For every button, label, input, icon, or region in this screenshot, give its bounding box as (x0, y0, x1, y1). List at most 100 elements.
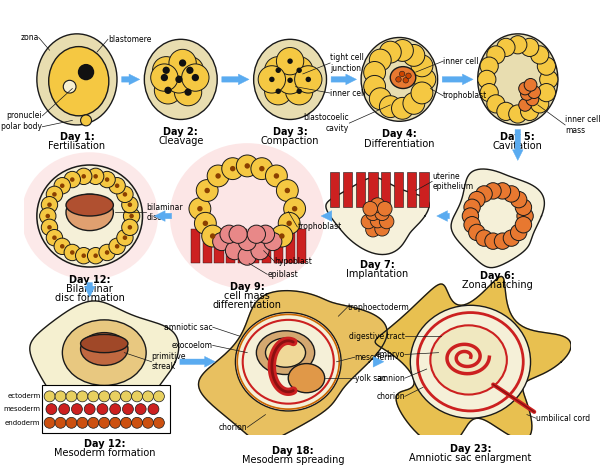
Circle shape (97, 404, 108, 415)
Circle shape (494, 183, 511, 199)
Circle shape (94, 174, 98, 179)
Text: inner cell: inner cell (330, 89, 365, 98)
Circle shape (40, 208, 56, 224)
Circle shape (70, 250, 74, 255)
Text: Day 9:: Day 9: (230, 281, 265, 292)
Text: mesoderm: mesoderm (4, 406, 40, 412)
Circle shape (47, 225, 52, 230)
Text: Mesoderm formation: Mesoderm formation (53, 448, 155, 458)
Circle shape (277, 47, 304, 75)
Text: trophoectoderm: trophoectoderm (347, 303, 409, 311)
Circle shape (122, 197, 138, 213)
Text: amniotic sac: amniotic sac (164, 323, 212, 332)
Circle shape (175, 76, 182, 83)
Circle shape (392, 39, 413, 61)
Bar (43, 386, 170, 433)
Ellipse shape (49, 46, 109, 116)
Circle shape (530, 95, 549, 113)
Circle shape (128, 225, 132, 230)
Circle shape (124, 208, 140, 224)
Text: trophoblast: trophoblast (443, 91, 487, 100)
Bar (226, 229, 235, 264)
Circle shape (497, 38, 515, 57)
Text: exocoelom: exocoelom (172, 341, 212, 350)
Circle shape (60, 244, 65, 249)
Circle shape (364, 76, 386, 97)
Circle shape (392, 98, 413, 119)
Circle shape (191, 74, 199, 81)
Circle shape (105, 177, 109, 182)
Circle shape (284, 198, 305, 219)
Ellipse shape (37, 165, 143, 267)
Ellipse shape (430, 325, 507, 394)
Polygon shape (326, 177, 429, 255)
Circle shape (220, 225, 238, 243)
Text: blastomere: blastomere (108, 35, 151, 44)
Circle shape (44, 391, 55, 402)
Circle shape (94, 253, 98, 258)
Circle shape (143, 391, 154, 402)
Text: ectoderm: ectoderm (7, 393, 40, 400)
Text: umbilical cord: umbilical cord (536, 414, 590, 423)
Circle shape (263, 233, 282, 250)
Circle shape (121, 417, 131, 428)
Text: Bilaminar: Bilaminar (67, 284, 113, 295)
Bar (191, 229, 200, 264)
Circle shape (521, 38, 539, 57)
Text: amnion: amnion (376, 374, 405, 383)
Bar (330, 172, 339, 207)
Circle shape (143, 417, 154, 428)
Circle shape (82, 174, 86, 179)
Circle shape (117, 229, 133, 246)
Circle shape (63, 80, 76, 93)
Circle shape (497, 102, 515, 121)
Circle shape (154, 417, 164, 428)
Circle shape (165, 66, 193, 93)
Text: primitive
streak: primitive streak (152, 352, 186, 371)
Circle shape (99, 171, 115, 188)
Circle shape (487, 46, 505, 64)
Circle shape (210, 233, 215, 239)
Circle shape (41, 219, 58, 235)
Circle shape (203, 220, 208, 226)
Ellipse shape (145, 39, 217, 120)
Text: Day 2:: Day 2: (163, 127, 198, 137)
Circle shape (519, 98, 532, 111)
Circle shape (275, 68, 281, 73)
Circle shape (377, 202, 392, 216)
Circle shape (245, 163, 250, 169)
Text: Zona hatching: Zona hatching (463, 280, 533, 290)
Circle shape (287, 59, 293, 64)
Circle shape (530, 46, 549, 64)
Circle shape (277, 180, 298, 202)
Circle shape (226, 242, 244, 260)
Circle shape (46, 404, 57, 415)
Circle shape (365, 206, 380, 220)
Circle shape (41, 197, 58, 213)
Circle shape (274, 173, 279, 179)
Circle shape (469, 224, 485, 241)
Circle shape (487, 95, 505, 113)
Circle shape (509, 105, 527, 123)
Circle shape (485, 233, 501, 250)
Text: Differentiation: Differentiation (364, 139, 434, 149)
Circle shape (110, 417, 121, 428)
Circle shape (286, 57, 313, 84)
Circle shape (189, 198, 211, 219)
Circle shape (503, 186, 520, 202)
Circle shape (76, 168, 92, 184)
Text: Amniotic sac enlargment: Amniotic sac enlargment (409, 453, 532, 463)
Circle shape (54, 238, 70, 255)
Ellipse shape (80, 333, 128, 365)
Text: Day 12:: Day 12: (83, 439, 125, 449)
Text: polar body: polar body (1, 122, 43, 131)
Circle shape (379, 41, 401, 63)
Text: hypoblast: hypoblast (275, 257, 313, 266)
Ellipse shape (80, 334, 128, 353)
Text: disc formation: disc formation (55, 294, 125, 303)
Circle shape (295, 66, 322, 93)
Circle shape (515, 199, 532, 215)
Bar (274, 229, 283, 264)
Polygon shape (30, 301, 179, 423)
Circle shape (151, 64, 178, 91)
